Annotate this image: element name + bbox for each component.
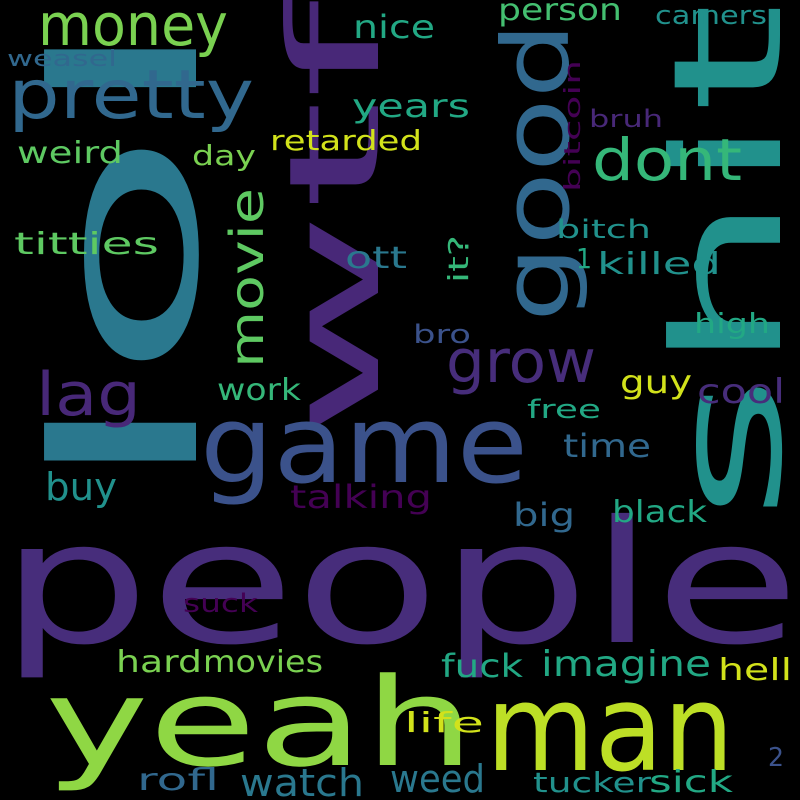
word-bruh: bruh — [589, 105, 663, 133]
word-hell: hell — [718, 653, 792, 688]
word-game: game — [200, 383, 528, 508]
word-free: free — [527, 395, 601, 425]
word-big: big — [513, 496, 575, 534]
word-dont: dont — [592, 126, 742, 194]
word-movie: movie — [220, 188, 274, 368]
word-sick: sick — [649, 765, 734, 800]
word-weasel: weasel — [7, 47, 117, 72]
word-people: people — [0, 485, 800, 683]
word-man: man — [486, 660, 734, 799]
word-rofl: rofl — [137, 763, 219, 798]
word-life: life — [404, 706, 484, 739]
word-camers: camers — [655, 1, 767, 31]
word-time: time — [563, 427, 651, 465]
word-hard: hard — [116, 645, 202, 680]
word-killed: killed — [597, 247, 721, 282]
word-grow: grow — [446, 327, 596, 397]
word-lag: lag — [36, 360, 141, 430]
word-money: money — [38, 0, 228, 59]
word-buy: buy — [45, 465, 117, 509]
word-weird: weird — [17, 136, 123, 171]
word-person: person — [498, 0, 622, 28]
word-ott: ott — [345, 241, 407, 276]
word-shit: shit — [642, 2, 800, 522]
word-black: black — [612, 495, 708, 530]
word-years: years — [352, 87, 470, 125]
word-fuck: fuck — [441, 647, 524, 685]
word-high: high — [694, 307, 770, 340]
word-suck: suck — [183, 589, 258, 619]
word-2: 2 — [768, 743, 784, 773]
word-weed: weed — [390, 757, 485, 800]
word-titties: titties — [14, 227, 159, 262]
word-watch: watch — [240, 761, 364, 800]
word-talking: talking — [290, 478, 432, 516]
word-lol: lol — [11, 10, 244, 500]
word-retarded: retarded — [270, 124, 422, 157]
word-1: 1 — [576, 242, 592, 275]
word-yeah: yeah — [45, 652, 475, 794]
word-good: good — [483, 22, 590, 322]
word-imagine: imagine — [541, 644, 711, 685]
word-work: work — [217, 373, 302, 408]
word-guy: guy — [620, 363, 692, 401]
word-bitch: bitch — [556, 215, 651, 245]
word-bitcoin: bitcoin — [561, 60, 586, 192]
word-bro: bro — [413, 320, 471, 350]
word-pretty: pretty — [8, 56, 254, 135]
word-it: it? — [442, 235, 475, 283]
word-wtf: wtf — [263, 0, 408, 442]
word-movies: movies — [203, 645, 323, 680]
word-day: day — [192, 139, 256, 172]
word-tucker: tucker — [533, 766, 652, 799]
word-cool: cool — [697, 372, 785, 412]
word-nice: nice — [353, 8, 435, 46]
